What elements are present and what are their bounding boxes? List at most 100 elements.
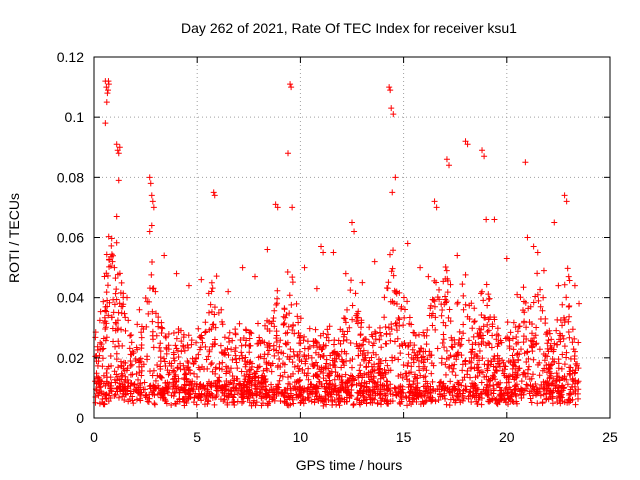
data-point bbox=[564, 265, 571, 272]
data-point bbox=[356, 367, 363, 374]
data-point bbox=[116, 385, 123, 392]
data-point bbox=[441, 301, 448, 308]
data-point bbox=[366, 324, 373, 331]
data-point bbox=[514, 328, 521, 335]
data-point bbox=[405, 359, 412, 366]
data-point bbox=[103, 369, 110, 376]
data-point bbox=[150, 367, 157, 374]
data-point bbox=[136, 395, 143, 402]
data-point bbox=[162, 379, 169, 386]
data-point bbox=[112, 275, 119, 282]
data-point bbox=[365, 339, 372, 346]
data-point bbox=[459, 377, 466, 384]
data-point bbox=[291, 363, 298, 370]
data-point bbox=[408, 363, 415, 370]
data-point bbox=[455, 339, 462, 346]
data-point bbox=[177, 360, 184, 367]
data-point bbox=[92, 334, 99, 341]
data-point bbox=[407, 388, 414, 395]
data-point bbox=[485, 316, 492, 323]
data-point bbox=[297, 315, 304, 322]
data-point bbox=[234, 365, 241, 372]
data-point bbox=[521, 309, 528, 316]
data-point bbox=[528, 399, 535, 406]
data-point bbox=[378, 332, 385, 339]
data-point bbox=[529, 330, 536, 337]
data-point bbox=[317, 353, 324, 360]
data-point bbox=[310, 338, 317, 345]
data-point bbox=[404, 402, 411, 409]
data-point bbox=[550, 387, 557, 394]
data-point bbox=[125, 317, 132, 324]
data-point bbox=[523, 359, 530, 366]
data-point bbox=[480, 388, 486, 395]
data-point bbox=[486, 340, 493, 347]
data-point bbox=[127, 351, 134, 358]
data-point bbox=[402, 393, 409, 400]
data-point bbox=[543, 369, 550, 376]
data-point bbox=[320, 375, 327, 382]
data-point bbox=[545, 381, 552, 388]
data-point bbox=[572, 401, 579, 408]
data-point bbox=[384, 400, 391, 407]
data-point bbox=[565, 303, 572, 310]
data-point bbox=[509, 389, 516, 396]
data-point bbox=[290, 322, 297, 329]
data-point bbox=[559, 301, 566, 308]
data-point bbox=[180, 362, 187, 369]
data-point bbox=[296, 340, 303, 347]
data-point bbox=[159, 386, 166, 393]
data-point bbox=[285, 323, 292, 330]
data-point bbox=[165, 331, 172, 338]
data-point bbox=[238, 349, 245, 356]
data-point bbox=[109, 258, 116, 265]
data-point bbox=[115, 177, 122, 184]
data-point bbox=[369, 342, 376, 349]
data-point bbox=[305, 365, 312, 372]
data-point bbox=[190, 360, 197, 367]
data-point bbox=[261, 355, 268, 362]
data-point bbox=[544, 385, 551, 392]
data-point bbox=[432, 314, 439, 321]
data-point bbox=[285, 402, 292, 409]
data-point bbox=[255, 375, 262, 382]
data-point bbox=[471, 305, 478, 312]
data-point bbox=[539, 307, 546, 314]
data-point bbox=[509, 361, 516, 368]
data-point bbox=[493, 336, 500, 343]
data-point bbox=[424, 390, 431, 397]
data-point bbox=[374, 400, 381, 407]
data-point bbox=[503, 255, 510, 262]
data-point bbox=[243, 381, 250, 388]
data-point bbox=[490, 387, 497, 394]
data-point bbox=[512, 385, 519, 392]
data-point bbox=[429, 296, 436, 303]
data-point bbox=[493, 331, 500, 338]
data-point bbox=[314, 385, 321, 392]
data-point bbox=[171, 368, 178, 375]
data-point bbox=[360, 393, 367, 400]
data-point bbox=[349, 219, 355, 226]
data-point bbox=[305, 352, 312, 359]
data-point bbox=[316, 378, 323, 385]
data-point bbox=[451, 385, 458, 392]
data-point bbox=[238, 342, 245, 349]
data-point bbox=[307, 381, 314, 388]
data-point bbox=[515, 339, 522, 346]
data-point bbox=[255, 354, 262, 361]
data-point bbox=[367, 369, 374, 376]
data-point bbox=[274, 386, 281, 393]
data-point bbox=[294, 378, 301, 385]
data-point bbox=[313, 359, 320, 366]
data-point bbox=[395, 373, 402, 380]
data-point bbox=[100, 372, 107, 379]
data-point bbox=[429, 322, 436, 329]
data-point bbox=[485, 291, 492, 298]
data-point bbox=[460, 306, 467, 313]
data-point bbox=[168, 392, 175, 399]
data-point bbox=[265, 340, 272, 347]
data-point bbox=[131, 380, 138, 387]
data-point bbox=[498, 396, 505, 403]
data-point bbox=[400, 362, 407, 369]
data-point bbox=[525, 363, 532, 370]
